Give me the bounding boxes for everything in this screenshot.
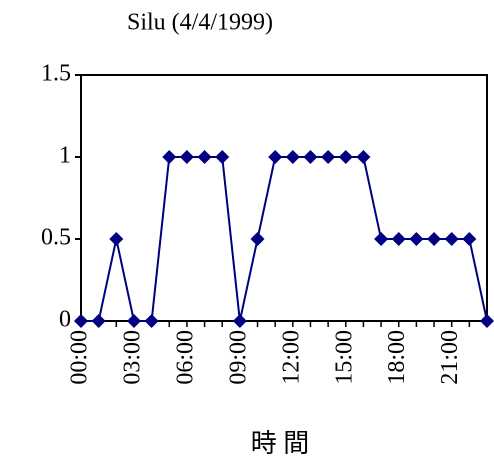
data-point	[285, 150, 300, 164]
data-point	[462, 232, 477, 246]
data-point	[197, 150, 212, 164]
data-point	[391, 232, 406, 246]
data-point	[374, 232, 389, 246]
data-point	[179, 150, 194, 164]
data-point	[91, 314, 106, 328]
y-tick-label: 0.5	[41, 225, 71, 251]
data-point	[109, 232, 124, 246]
x-tick-label: 06:00	[172, 330, 198, 385]
data-point	[321, 150, 336, 164]
y-tick-label: 1	[59, 143, 71, 169]
data-point	[162, 150, 177, 164]
data-point	[409, 232, 424, 246]
data-point	[444, 232, 459, 246]
data-point	[144, 314, 159, 328]
chart-title: Silu (4/4/1999)	[127, 10, 273, 36]
data-point	[303, 150, 318, 164]
x-tick-label: 00:00	[67, 330, 93, 385]
x-tick-label: 03:00	[119, 330, 145, 385]
data-point	[232, 314, 247, 328]
y-tick-label: 1.5	[41, 61, 71, 87]
data-point	[250, 232, 265, 246]
x-tick-label: 15:00	[331, 330, 357, 385]
data-point	[427, 232, 442, 246]
data-point	[356, 150, 371, 164]
x-tick-label: 12:00	[278, 330, 304, 385]
data-point	[126, 314, 141, 328]
x-tick-label: 18:00	[384, 330, 410, 385]
data-point	[215, 150, 230, 164]
y-tick-label: 0	[59, 307, 71, 333]
x-tick-label: 09:00	[225, 330, 251, 385]
data-point	[480, 314, 494, 328]
data-line	[81, 156, 488, 322]
plot-area	[80, 74, 488, 322]
data-point	[338, 150, 353, 164]
data-point	[268, 150, 283, 164]
x-tick-label: 21:00	[437, 330, 463, 385]
data-point	[74, 314, 88, 328]
x-axis-label: 時 間	[251, 429, 310, 458]
